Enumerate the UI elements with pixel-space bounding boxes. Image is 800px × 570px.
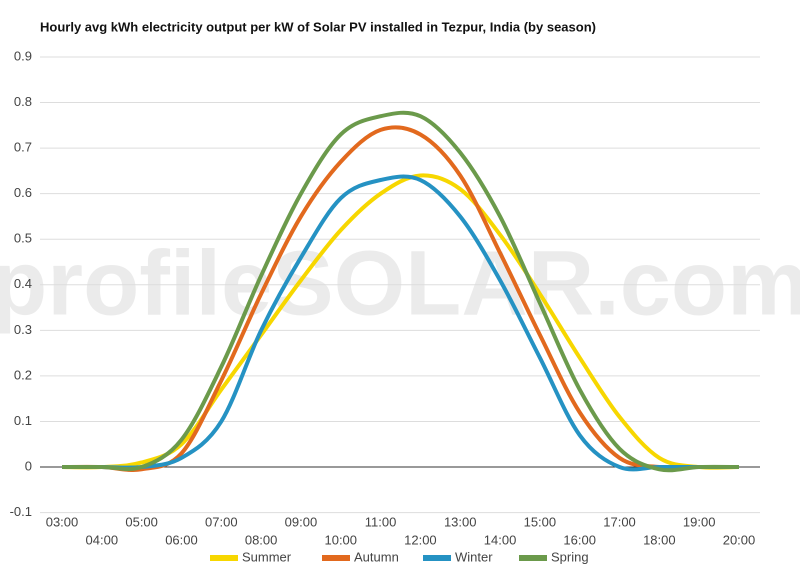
series-line <box>61 125 739 472</box>
watermark: profileSOLAR.com <box>0 232 800 334</box>
y-tick-label: -0.1 <box>10 504 32 519</box>
y-tick-label: 0.3 <box>14 322 32 337</box>
x-tick-label: 12:00 <box>404 532 437 547</box>
y-tick-label: 0 <box>25 458 32 473</box>
series-line <box>61 110 740 473</box>
legend-label: Autumn <box>354 549 399 564</box>
x-tick-label: 13:00 <box>444 514 477 529</box>
x-tick-label: 11:00 <box>365 514 397 529</box>
legend-swatch <box>519 555 547 561</box>
legend-swatch <box>423 555 451 561</box>
y-tick-label: 0.1 <box>14 413 32 428</box>
x-tick-label: 05:00 <box>125 514 158 529</box>
x-tick-label: 15:00 <box>524 514 557 529</box>
x-tick-label: 03:00 <box>46 514 79 529</box>
series-line <box>61 173 740 470</box>
legend-swatch <box>322 555 350 561</box>
legend-label: Spring <box>551 549 589 564</box>
y-tick-label: 0.4 <box>14 276 32 291</box>
y-tick-label: 0.5 <box>14 231 32 246</box>
x-tick-label: 18:00 <box>643 532 676 547</box>
legend-label: Summer <box>242 549 292 564</box>
x-tick-label: 04:00 <box>86 532 119 547</box>
legend-swatch <box>210 555 238 561</box>
x-tick-label: 20:00 <box>723 532 756 547</box>
x-tick-label: 19:00 <box>683 514 716 529</box>
chart-title: Hourly avg kWh electricity output per kW… <box>40 19 596 34</box>
y-tick-label: 0.6 <box>14 185 32 200</box>
y-tick-label: 0.2 <box>14 367 32 382</box>
x-tick-label: 08:00 <box>245 532 278 547</box>
series-line <box>61 174 739 472</box>
x-tick-label: 17:00 <box>603 514 636 529</box>
y-tick-label: 0.9 <box>14 48 32 63</box>
x-tick-label: 09:00 <box>285 514 318 529</box>
x-tick-label: 10:00 <box>324 532 357 547</box>
legend-label: Winter <box>455 549 493 564</box>
x-tick-label: 16:00 <box>563 532 596 547</box>
x-tick-label: 06:00 <box>165 532 198 547</box>
y-tick-label: 0.8 <box>14 94 32 109</box>
y-tick-label: 0.7 <box>14 140 32 155</box>
x-tick-label: 14:00 <box>484 532 517 547</box>
x-tick-label: 07:00 <box>205 514 238 529</box>
